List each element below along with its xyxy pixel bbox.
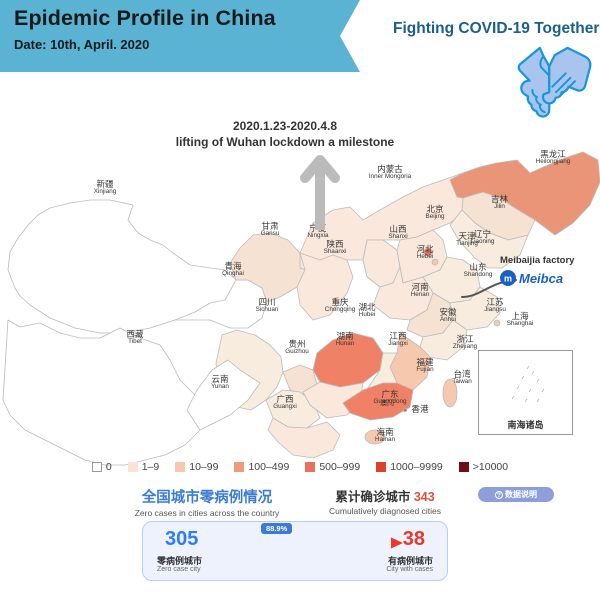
svg-text:m: m: [504, 274, 512, 284]
